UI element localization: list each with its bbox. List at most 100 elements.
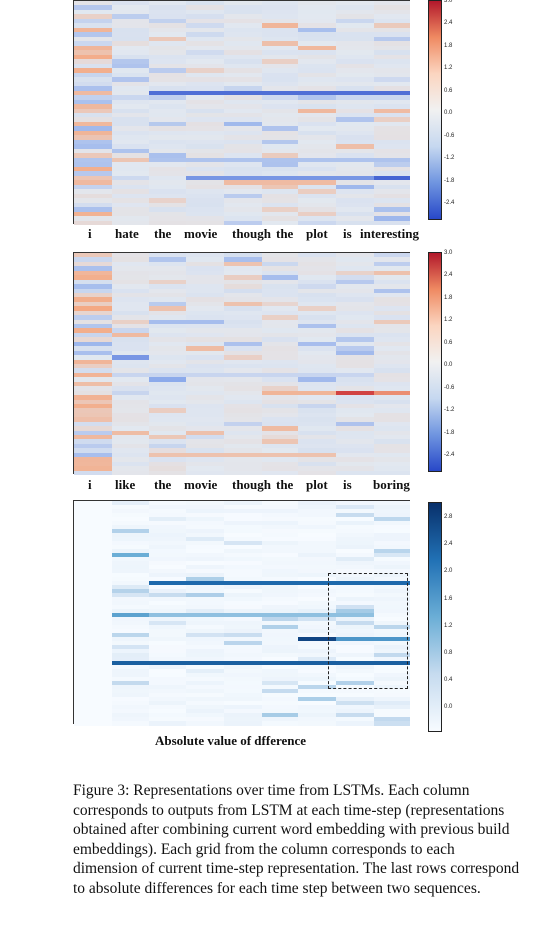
heatmap-row: [74, 332, 410, 338]
heatmap-cell: [262, 184, 299, 190]
heatmap-row: [74, 625, 410, 630]
heatmap-cell: [149, 517, 187, 522]
heatmap-row: [74, 509, 410, 514]
heatmap-row: [74, 166, 410, 172]
heatmap-cell: [149, 202, 187, 208]
heatmap-cell: [74, 513, 113, 518]
heatmap-cell: [374, 412, 410, 418]
heatmap-cell: [186, 153, 225, 159]
heatmap-cell: [298, 117, 337, 123]
heatmap-cell: [112, 525, 150, 530]
heatmap-cell: [74, 457, 113, 463]
heatmap-cell: [149, 77, 187, 83]
heatmap-cell: [112, 355, 150, 361]
heatmap-cell: [112, 189, 150, 195]
heatmap-cell: [298, 569, 337, 574]
heatmap-cell: [374, 408, 410, 414]
heatmap-cell: [112, 184, 150, 190]
heatmap-cell: [262, 629, 299, 634]
heatmap-cell: [224, 549, 263, 554]
heatmap-cell: [262, 157, 299, 163]
heatmap-cell: [374, 117, 410, 123]
heatmap-cell: [112, 104, 150, 109]
heatmap-cell: [262, 573, 299, 578]
heatmap-cell: [224, 513, 263, 518]
heatmap-cell: [74, 589, 113, 594]
heatmap-cell: [74, 625, 113, 630]
token-label: plot: [306, 226, 328, 241]
heatmap-cell: [112, 18, 150, 24]
heatmap-cell: [74, 399, 113, 405]
heatmap-row: [74, 641, 410, 646]
heatmap-cell: [224, 216, 263, 221]
heatmap-cell: [262, 275, 299, 281]
heatmap-cell: [262, 408, 299, 414]
heatmap-cell: [262, 108, 299, 114]
heatmap-cell: [186, 306, 225, 312]
heatmap-cell: [336, 525, 375, 530]
heatmap-cell: [374, 50, 410, 56]
heatmap-cell: [298, 104, 337, 109]
heatmap-cell: [374, 417, 410, 423]
heatmap-cell: [74, 301, 113, 307]
heatmap-cell: [112, 23, 150, 29]
heatmap-cell: [374, 253, 410, 258]
heatmap-cell: [74, 350, 113, 356]
heatmap-cell: [374, 430, 410, 436]
heatmap-cell: [186, 466, 225, 472]
heatmap-cell: [336, 657, 375, 662]
heatmap-cell: [336, 193, 375, 199]
heatmap-cell: [374, 139, 410, 145]
heatmap-cell: [336, 359, 375, 365]
heatmap-cell: [149, 653, 187, 658]
heatmap-cell: [186, 537, 225, 542]
heatmap-cell: [298, 261, 337, 267]
heatmap-cell: [262, 189, 299, 195]
heatmap-cell: [298, 448, 337, 454]
heatmap-cell: [336, 270, 375, 276]
heatmap-cell: [298, 386, 337, 392]
heatmap-cell: [262, 297, 299, 303]
heatmap-cell: [262, 585, 299, 590]
heatmap-cell: [186, 135, 225, 141]
heatmap-cell: [298, 77, 337, 83]
heatmap-cell: [224, 36, 263, 42]
heatmap-cell: [74, 180, 113, 186]
heatmap-cell: [112, 54, 150, 60]
heatmap-cell: [298, 36, 337, 42]
heatmap-cell: [336, 117, 375, 123]
heatmap-row: [74, 529, 410, 534]
heatmap-cell: [74, 403, 113, 409]
heatmap-cell: [149, 421, 187, 427]
heatmap-cell: [224, 637, 263, 642]
heatmap-cell: [336, 144, 375, 150]
heatmap-cell: [149, 162, 187, 168]
heatmap-cell: [224, 390, 263, 396]
heatmap-cell: [74, 292, 113, 298]
heatmap-cell: [262, 121, 299, 127]
heatmap-cell: [149, 513, 187, 518]
heatmap-cell: [186, 525, 225, 530]
heatmap-cell: [112, 697, 150, 702]
heatmap-cell: [374, 549, 410, 554]
heatmap-cell: [112, 685, 150, 690]
heatmap-cell: [374, 721, 410, 726]
heatmap-cell: [112, 148, 150, 154]
heatmap-cell: [186, 399, 225, 405]
heatmap-cell: [112, 541, 150, 546]
heatmap-cell: [374, 593, 410, 598]
heatmap-cell: [298, 275, 337, 281]
heatmap-row: [74, 501, 410, 506]
heatmap-cell: [336, 130, 375, 136]
heatmap-cell: [374, 189, 410, 195]
heatmap-row: [74, 193, 410, 199]
heatmap-cell: [262, 270, 299, 276]
heatmap-cell: [224, 621, 263, 626]
heatmap-cell: [224, 41, 263, 47]
heatmap-cell: [149, 148, 187, 154]
heatmap-cell: [298, 50, 337, 56]
heatmap-cell: [262, 461, 299, 467]
heatmap-cell: [298, 175, 337, 181]
heatmap-cell: [224, 108, 263, 114]
heatmap-cell: [74, 54, 113, 60]
